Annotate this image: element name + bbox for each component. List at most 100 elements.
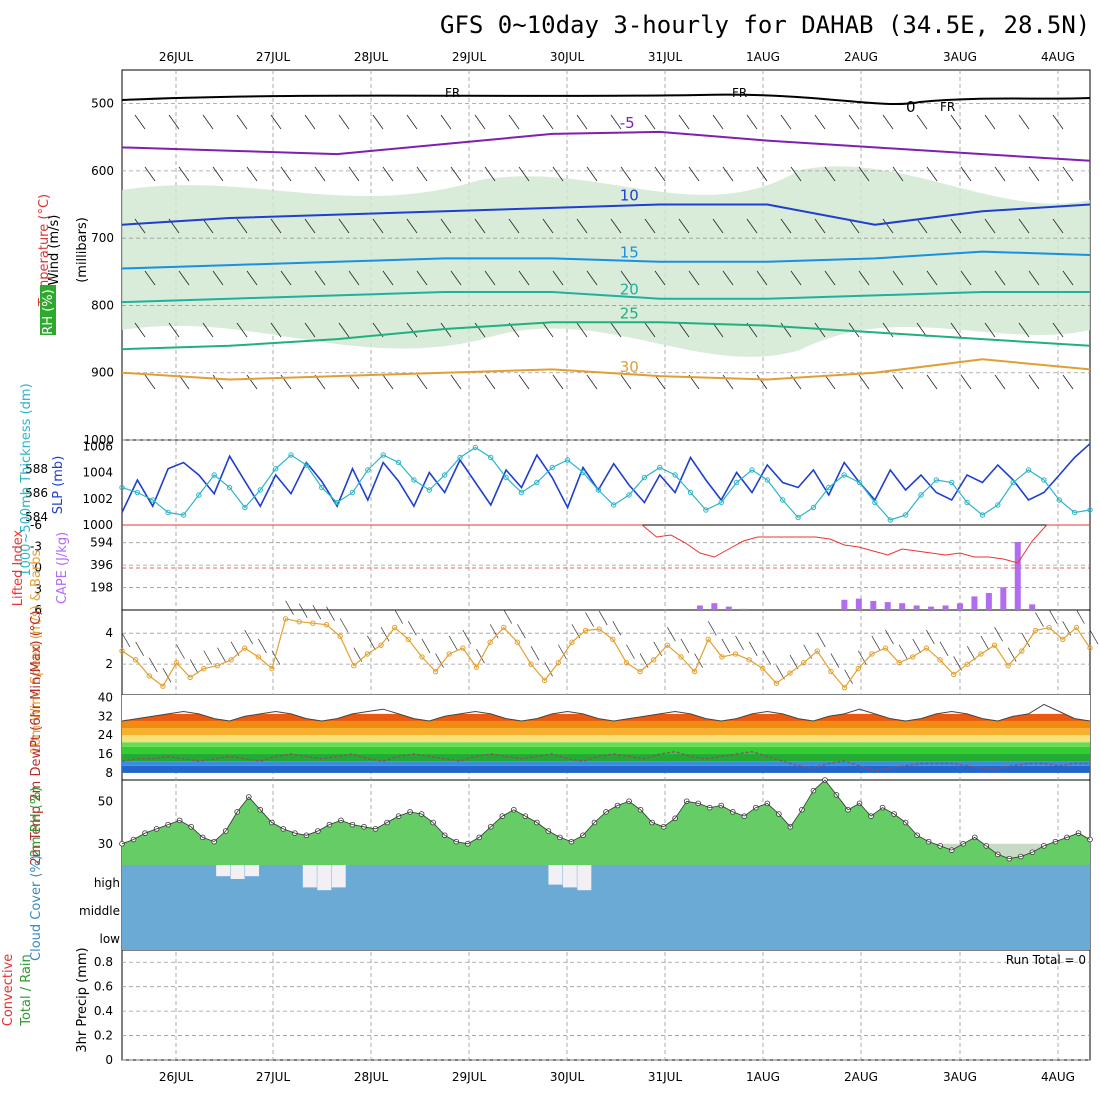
wind10-point bbox=[160, 683, 166, 689]
wind-axis-label: Wind (m/s) bbox=[47, 215, 62, 286]
li-axis-label: Lifted Index bbox=[11, 529, 26, 606]
rh-legend-swatch bbox=[40, 285, 56, 335]
temp-color-band bbox=[122, 765, 1090, 773]
thickness-point bbox=[749, 467, 755, 473]
thickness-point bbox=[641, 474, 648, 481]
wind10-barb bbox=[748, 641, 758, 657]
wind10-barb bbox=[489, 624, 499, 639]
wind-barb bbox=[712, 322, 724, 338]
wind10-point bbox=[978, 651, 984, 657]
temp-color-band bbox=[122, 761, 1090, 766]
wind10-point bbox=[460, 645, 466, 651]
wind-barb bbox=[178, 270, 190, 286]
wind-barb bbox=[338, 114, 350, 130]
wind-barb bbox=[304, 322, 316, 338]
wind10-barb bbox=[939, 641, 949, 657]
wind10-point bbox=[1005, 662, 1011, 669]
thickness-point bbox=[242, 504, 248, 511]
wind10-point bbox=[228, 657, 234, 663]
wind10-barb bbox=[148, 657, 158, 673]
date-label-bottom: 30JUL bbox=[550, 1070, 585, 1084]
freezing-line bbox=[121, 93, 1091, 106]
li-tick-label: -3 bbox=[30, 539, 42, 553]
freezing-label: FR bbox=[445, 86, 460, 100]
wind-barb bbox=[1018, 114, 1030, 130]
run-total-label: Run Total = 0 bbox=[1006, 953, 1086, 967]
wind10-point bbox=[896, 660, 902, 666]
thickness-point bbox=[1025, 467, 1032, 473]
cloud-background bbox=[122, 865, 1090, 950]
date-label-bottom: 27JUL bbox=[256, 1070, 291, 1084]
high-cloud-gap bbox=[577, 865, 592, 891]
wind-barb bbox=[518, 374, 530, 390]
panel-frame bbox=[121, 524, 1091, 611]
isotherm-line bbox=[121, 250, 1091, 270]
thickness-point bbox=[488, 454, 494, 461]
rh-axis-label: RH (%) bbox=[41, 289, 56, 334]
wind10-point bbox=[991, 642, 998, 648]
wind-barb bbox=[586, 374, 598, 390]
cape-bar bbox=[1029, 604, 1036, 610]
wind-barb bbox=[1018, 218, 1030, 234]
wind10-barb bbox=[162, 668, 172, 683]
wind10-barb bbox=[217, 647, 226, 662]
wind10-point bbox=[446, 651, 452, 657]
wind-barb bbox=[270, 114, 282, 130]
wind-barb bbox=[178, 166, 190, 182]
wind10-barb bbox=[298, 603, 308, 618]
pressure-tick-label: 1000 bbox=[83, 433, 114, 447]
wind-barb bbox=[440, 218, 452, 234]
wind-barb bbox=[406, 218, 418, 234]
wind10-point bbox=[691, 668, 698, 675]
isotherm-label: 25 bbox=[620, 304, 639, 322]
temp-tick-label: 32 bbox=[98, 709, 113, 723]
precip-total-label: Total / Rain bbox=[19, 954, 34, 1027]
wind-barb bbox=[382, 166, 394, 182]
cloud-axis-label: Cloud Cover (%) bbox=[29, 855, 44, 961]
wind-barb bbox=[1018, 322, 1030, 338]
wind-barb bbox=[236, 218, 248, 234]
date-label-top: 26JUL bbox=[159, 50, 194, 64]
thickness-point bbox=[134, 489, 141, 496]
thickness-point bbox=[226, 484, 233, 491]
wind10-axis-label: 10m Wind Speed (m/s) & Barbs bbox=[29, 549, 44, 754]
pressure-axis-label: (millibars) bbox=[75, 217, 90, 283]
wind10-barb bbox=[844, 669, 853, 684]
thickness-point bbox=[257, 487, 263, 493]
wind10-barb bbox=[926, 629, 935, 645]
thickness-point bbox=[564, 457, 571, 463]
wind-barb bbox=[780, 218, 792, 234]
thickness-tick-label: 586 bbox=[25, 486, 48, 500]
wind-barb bbox=[1062, 374, 1074, 390]
wind10-point bbox=[937, 657, 943, 663]
wind-barb bbox=[212, 270, 224, 286]
thickness-point bbox=[795, 514, 801, 521]
temp-tick-label: 24 bbox=[98, 728, 113, 742]
date-label-top: 29JUL bbox=[452, 50, 487, 64]
wind10-point bbox=[637, 668, 643, 675]
wind10-point bbox=[337, 633, 343, 640]
wind-barb bbox=[620, 166, 632, 182]
wind10-point bbox=[773, 680, 780, 686]
wind-barb bbox=[824, 374, 836, 390]
wind10-point bbox=[746, 657, 752, 663]
wind10-point bbox=[910, 654, 916, 660]
cape-axis-label: CAPE (J/kg) bbox=[55, 532, 70, 604]
wind-barb bbox=[848, 322, 860, 338]
thickness-point bbox=[610, 502, 617, 508]
wind10-point bbox=[487, 639, 493, 645]
wind10-tick-label: 2 bbox=[105, 657, 113, 671]
temp-tick-label: 8 bbox=[105, 766, 113, 780]
wind-barb bbox=[950, 322, 962, 338]
date-label-top: 31JUL bbox=[648, 50, 683, 64]
wind10-point bbox=[391, 624, 398, 631]
wind10-barb bbox=[1007, 647, 1017, 662]
wind10-point bbox=[841, 684, 848, 691]
wind10-point bbox=[473, 664, 480, 670]
wind-barb bbox=[654, 374, 666, 390]
thickness-point bbox=[979, 512, 986, 518]
high-cloud-gap bbox=[548, 865, 563, 885]
wind10-barb bbox=[367, 635, 376, 651]
wind-barb bbox=[280, 270, 292, 286]
high-cloud-gap bbox=[302, 865, 317, 888]
